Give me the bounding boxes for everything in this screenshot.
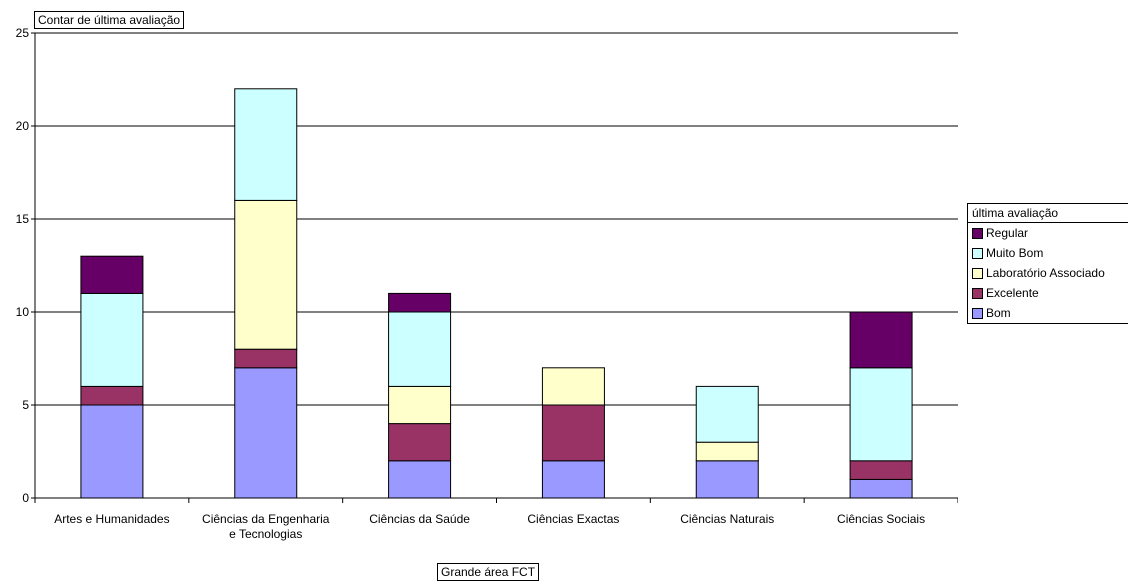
legend[interactable]: última avaliação Regular Muito Bom Laborat… [967,203,1128,324]
x-tick-label: Ciências da Engenharia [202,512,330,526]
bar-segment-laboratório-associado [695,441,759,462]
legend-label: Bom [986,306,1011,320]
bar-segment-bom [80,404,144,499]
legend-label: Regular [986,226,1029,240]
y-tick-labels: 0 5 10 15 20 25 [16,26,30,505]
y-tick-label: 5 [22,398,29,412]
bar-segment-regular [849,311,913,369]
legend-label: Laboratório Associado [986,266,1105,280]
legend-item[interactable]: Laboratório Associado [968,263,1128,283]
y-tick-label: 0 [22,491,29,505]
legend-item[interactable]: Muito Bom [968,243,1128,263]
x-tick-label: Artes e Humanidades [54,512,169,526]
x-tick-label: Ciências Sociais [837,512,925,526]
legend-item[interactable]: Bom [968,303,1128,323]
bar-segment-excelente [80,385,144,406]
bar-segment-bom [849,478,913,499]
bar-segment-bom [695,460,759,499]
bar-segment-bom [388,460,452,499]
bar-segment-bom [541,460,605,499]
x-tick-label: e Tecnologias [229,527,302,541]
y-tick-label: 20 [16,119,30,133]
bar-segment-laboratório-associado [388,385,452,425]
legend-item[interactable]: Excelente [968,283,1128,303]
bar-segment-muito-bom [234,88,298,201]
bars [80,88,913,499]
x-tick-label: Ciências Exactas [527,512,619,526]
y-tick-label: 10 [16,305,30,319]
legend-item[interactable]: Regular [968,223,1128,243]
legend-swatch [972,227,983,239]
category-field-button[interactable]: Grande área FCT [437,563,540,581]
bar-segment-regular [80,255,144,294]
gridlines [35,32,958,406]
x-tick-labels: Artes e Humanidades Ciências da Engenhari… [54,512,925,541]
legend-label: Excelente [986,286,1039,300]
bar-segment-excelente [234,348,298,369]
legend-swatch [972,247,983,259]
bar-segment-excelente [849,460,913,480]
bar-segment-regular [388,292,452,313]
stacked-bar-chart: 0 5 10 15 20 25 Artes e Humanidades Ciências d… [16,26,958,541]
bar-segment-muito-bom [695,385,759,443]
axes [31,32,958,503]
x-tick-label: Ciências Naturais [680,512,774,526]
bar-segment-excelente [541,404,605,462]
bar-segment-bom [234,367,298,499]
y-tick-label: 25 [16,26,30,40]
bar-segment-excelente [388,423,452,462]
bar-segment-laboratório-associado [541,367,605,406]
y-tick-label: 15 [16,212,30,226]
bar-segment-laboratório-associado [234,199,298,350]
bar-segment-muito-bom [849,367,913,462]
legend-label: Muito Bom [986,246,1044,260]
x-tick-label: Ciências da Saúde [369,512,470,526]
legend-title: última avaliação [968,204,1128,223]
data-field-button[interactable]: Contar de última avaliação [34,11,185,29]
bar-segment-muito-bom [80,292,144,387]
legend-swatch [972,287,983,299]
bar-segment-muito-bom [388,311,452,387]
legend-swatch [972,307,983,319]
legend-swatch [972,267,983,279]
